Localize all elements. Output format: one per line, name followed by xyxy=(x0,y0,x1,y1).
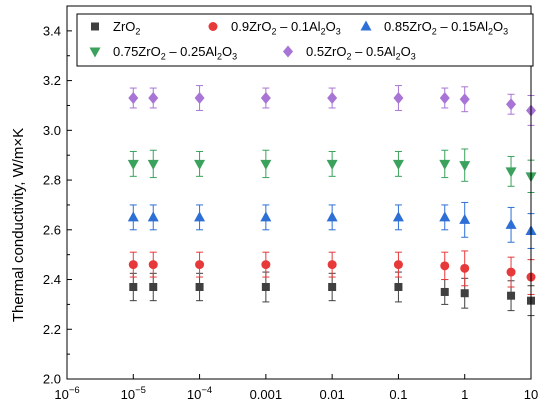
legend-marker xyxy=(208,22,218,31)
data-point xyxy=(440,287,449,296)
y-tick-label: 3.2 xyxy=(43,73,61,88)
x-tick-label: 10−5 xyxy=(121,385,146,402)
data-point xyxy=(194,211,206,222)
legend-box xyxy=(76,13,534,67)
data-point xyxy=(439,211,451,222)
data-point xyxy=(506,98,517,111)
data-point xyxy=(129,282,138,291)
axis-ticks xyxy=(66,30,532,380)
y-tick-label: 2.0 xyxy=(43,372,61,387)
x-tick-label: 1 xyxy=(461,387,468,402)
data-point xyxy=(505,167,517,178)
y-tick-label: 2.6 xyxy=(43,222,61,237)
data-point xyxy=(127,159,139,170)
y-tick-label: 3.0 xyxy=(43,123,61,138)
data-point xyxy=(127,211,139,222)
data-point xyxy=(148,92,159,105)
data-point xyxy=(459,93,470,106)
legend-marker xyxy=(283,45,293,58)
data-point xyxy=(439,92,450,105)
y-tick-labels: 2.0 2.2 2.4 2.6 2.8 3.0 3.2 3.4 xyxy=(43,23,61,386)
legend-entry: ZrO2 xyxy=(91,19,140,37)
data-point xyxy=(460,263,470,273)
data-point xyxy=(147,159,159,170)
data-point xyxy=(505,218,517,229)
legend-entry: 0.75ZrO2 – 0.25Al2O3 xyxy=(89,44,237,62)
data-point xyxy=(260,159,272,170)
y-axis-title: Thermal conductivity, W/m×K xyxy=(10,128,27,322)
data-point xyxy=(439,159,451,170)
legend-label: 0.9ZrO2 – 0.1Al2O3 xyxy=(231,19,341,37)
data-point xyxy=(128,92,139,105)
data-point xyxy=(260,92,271,105)
x-tick-label: 0.1 xyxy=(389,387,407,402)
legend-entry: 0.5ZrO2 – 0.5Al2O3 xyxy=(283,44,416,62)
data-point xyxy=(128,260,138,270)
data-point xyxy=(326,211,338,222)
data-point xyxy=(194,92,205,105)
legend-entry: 0.9ZrO2 – 0.1Al2O3 xyxy=(208,19,341,37)
y-tick-label: 2.8 xyxy=(43,173,61,188)
data-point xyxy=(195,282,204,291)
legend-marker xyxy=(89,47,101,58)
data-point xyxy=(507,291,516,300)
x-tick-label: 0.01 xyxy=(319,387,344,402)
legend-label: ZrO2 xyxy=(113,19,140,37)
x-tick-labels: 10−6 10−5 10−4 0.001 0.01 0.1 1 10 xyxy=(54,385,538,402)
legend-label: 0.85ZrO2 – 0.15Al2O3 xyxy=(384,19,508,37)
data-point xyxy=(149,282,158,291)
legend-label: 0.75ZrO2 – 0.25Al2O3 xyxy=(113,44,237,62)
plot-frame xyxy=(66,5,532,380)
legend-entry: 0.85ZrO2 – 0.15Al2O3 xyxy=(360,19,508,37)
data-point xyxy=(393,92,404,105)
y-tick-label: 2.4 xyxy=(43,272,61,287)
data-point xyxy=(394,282,403,291)
data-point xyxy=(327,92,338,105)
x-tick-label: 10−6 xyxy=(54,385,79,402)
data-point xyxy=(392,159,404,170)
x-tick-label: 0.001 xyxy=(250,387,283,402)
data-point xyxy=(326,159,338,170)
data-point xyxy=(460,289,469,298)
data-point xyxy=(459,213,471,224)
data-point xyxy=(147,211,159,222)
data-point xyxy=(261,260,271,270)
data-point xyxy=(440,261,450,271)
data-point xyxy=(506,267,516,277)
x-tick-label: 10−4 xyxy=(187,385,212,402)
data-point xyxy=(261,282,270,291)
legend: ZrO2 0.9ZrO2 – 0.1Al2O3 0.85ZrO2 – 0.15Al2… xyxy=(76,13,534,67)
legend-marker xyxy=(91,22,99,31)
data-point xyxy=(393,260,403,270)
data-point xyxy=(194,159,206,170)
data-point xyxy=(459,161,471,172)
y-tick-label: 3.4 xyxy=(43,23,61,38)
y-tick-label: 2.2 xyxy=(43,322,61,337)
data-point xyxy=(392,211,404,222)
error-bars xyxy=(129,85,535,317)
legend-marker xyxy=(360,20,372,31)
legend-label: 0.5ZrO2 – 0.5Al2O3 xyxy=(306,44,416,62)
data-point xyxy=(148,260,158,270)
data-point xyxy=(260,211,272,222)
data-point xyxy=(328,282,337,291)
x-tick-label: 10 xyxy=(524,387,538,402)
data-point xyxy=(195,260,205,270)
data-point xyxy=(327,260,337,270)
